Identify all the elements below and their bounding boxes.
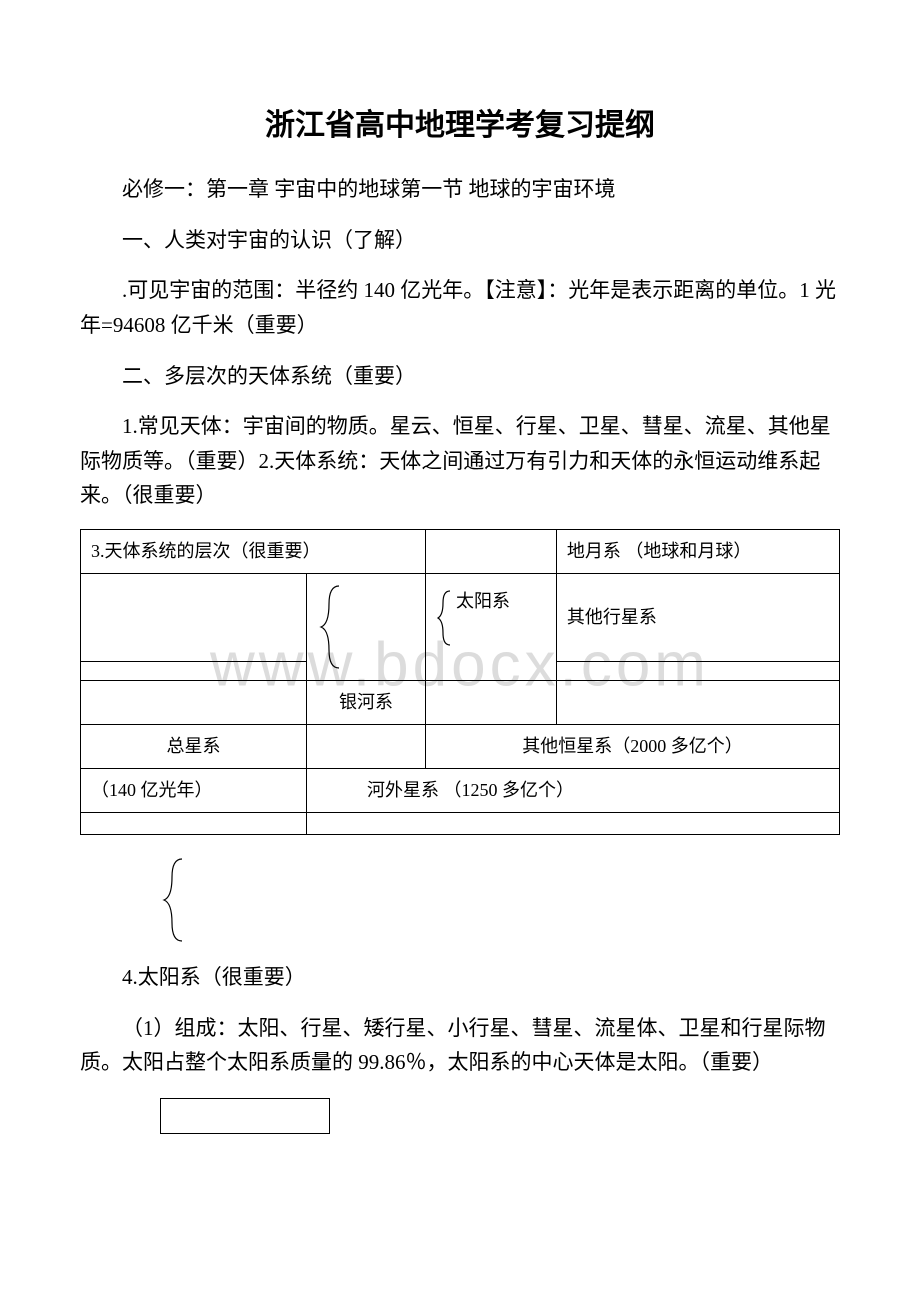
cell-hierarchy-title: 3.天体系统的层次（很重要）: [81, 530, 426, 574]
cell-empty: [81, 681, 307, 725]
paragraph-section-1: 一、人类对宇宙的认识（了解）: [80, 223, 840, 258]
empty-box: [160, 1098, 330, 1134]
cell-text: 河外星系 （1250 多亿个）: [367, 780, 574, 800]
paragraph-visible-universe: .可见宇宙的范围：半径约 140 亿光年。【注意】：光年是表示距离的单位。1 光…: [80, 273, 840, 342]
cell-text: （140 亿光年）: [91, 780, 213, 800]
table-row: [81, 661, 840, 680]
cell-empty: [556, 681, 839, 725]
cell-brace: [307, 574, 426, 681]
table-row: 3.天体系统的层次（很重要） 地月系 （地球和月球）: [81, 530, 840, 574]
cell-140-lightyear: （140 亿光年）: [81, 769, 307, 813]
cell-empty: [426, 661, 557, 680]
cell-text: 其他恒星系（2000 多亿个）: [522, 736, 743, 756]
cell-other-stars: 其他恒星系（2000 多亿个）: [426, 725, 840, 769]
cell-text: 银河系: [339, 692, 393, 712]
cell-empty: [81, 574, 307, 662]
cell-solar-system: 太阳系: [426, 574, 557, 662]
cell-empty: [426, 530, 557, 574]
hierarchy-table: 3.天体系统的层次（很重要） 地月系 （地球和月球） 太阳系 其他行星系: [80, 529, 840, 835]
table-row: 太阳系 其他行星系: [81, 574, 840, 662]
cell-empty: [81, 813, 307, 835]
cell-text: 3.天体系统的层次（很重要）: [91, 541, 321, 561]
cell-other-planets: 其他行星系: [556, 574, 839, 662]
paragraph-subtitle: 必修一：第一章 宇宙中的地球第一节 地球的宇宙环境: [80, 172, 840, 207]
paragraph-solar-system-composition: （1）组成：太阳、行星、矮行星、小行星、彗星、流星体、卫星和行星际物质。太阳占整…: [80, 1011, 840, 1080]
cell-empty: [307, 813, 840, 835]
table-row: 银河系: [81, 681, 840, 725]
paragraph-section-2: 二、多层次的天体系统（重要）: [80, 359, 840, 394]
cell-earth-moon: 地月系 （地球和月球）: [556, 530, 839, 574]
cell-empty: [426, 681, 557, 725]
document-title: 浙江省高中地理学考复习提纲: [80, 100, 840, 144]
cell-empty: [307, 725, 426, 769]
brace-icon: [436, 588, 454, 648]
cell-total-galaxy: 总星系: [81, 725, 307, 769]
table-row: 总星系 其他恒星系（2000 多亿个）: [81, 725, 840, 769]
cell-extragalactic: 河外星系 （1250 多亿个）: [307, 769, 840, 813]
cell-milky-way: 银河系: [307, 681, 426, 725]
paragraph-celestial-bodies: 1.常见天体：宇宙间的物质。星云、恒星、行星、卫星、彗星、流星、其他星际物质等。…: [80, 409, 840, 513]
standalone-brace: [160, 855, 840, 950]
cell-text: 总星系: [167, 736, 221, 756]
cell-text: 太阳系: [456, 591, 510, 611]
cell-text: 其他行星系: [567, 607, 657, 627]
table-row: [81, 813, 840, 835]
cell-empty: [81, 661, 307, 680]
paragraph-solar-system-title: 4.太阳系（很重要）: [80, 960, 840, 995]
brace-icon: [160, 855, 188, 945]
brace-icon: [317, 582, 345, 672]
cell-empty: [556, 661, 839, 680]
table-row: （140 亿光年） 河外星系 （1250 多亿个）: [81, 769, 840, 813]
document-content: 浙江省高中地理学考复习提纲 必修一：第一章 宇宙中的地球第一节 地球的宇宙环境 …: [80, 100, 840, 1134]
cell-text: 地月系 （地球和月球）: [567, 541, 752, 561]
